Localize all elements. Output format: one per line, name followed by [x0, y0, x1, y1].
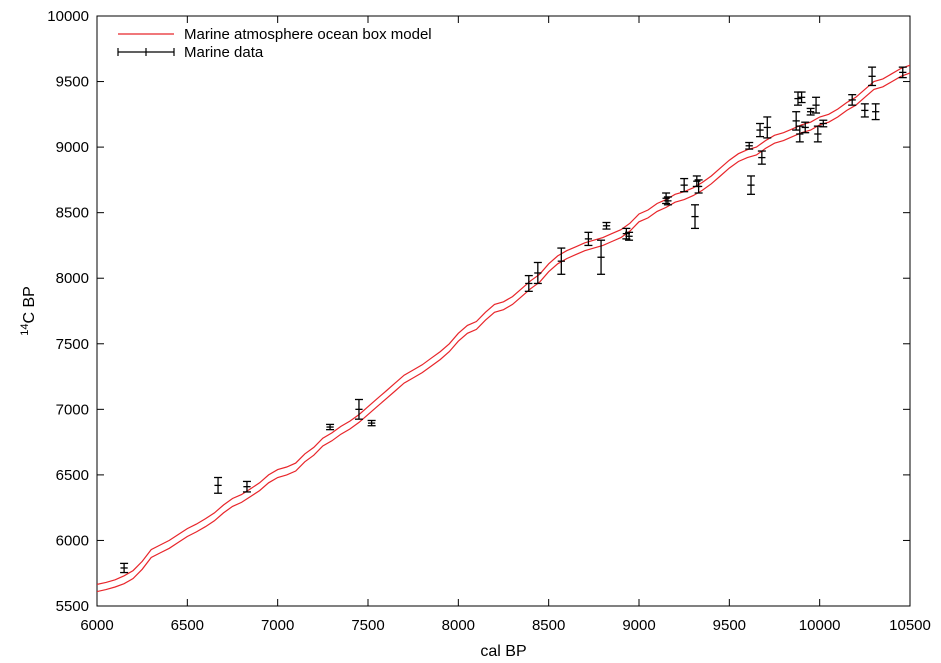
legend: Marine atmosphere ocean box model Marine… — [117, 26, 432, 61]
data-point — [756, 122, 765, 138]
data-point — [898, 66, 907, 79]
data-point — [860, 103, 869, 118]
data-point — [214, 476, 223, 494]
x-tick-label: 6500 — [171, 617, 204, 634]
data-point — [680, 177, 689, 193]
data-point — [533, 261, 542, 285]
y-axis-title-superscript: 14 — [19, 324, 31, 336]
data-point — [871, 103, 880, 121]
x-tick-label: 10500 — [889, 617, 931, 634]
data-point — [524, 274, 533, 292]
x-tick-label: 8500 — [532, 617, 565, 634]
x-axis-title: cal BP — [480, 643, 526, 660]
y-tick-label: 5500 — [56, 598, 89, 615]
plot-frame — [96, 15, 911, 607]
data-point — [557, 247, 566, 275]
y-tick-label: 6500 — [56, 467, 89, 484]
model-curve-lower — [97, 72, 910, 593]
data-point — [757, 150, 766, 165]
data-point — [813, 125, 822, 143]
data-point — [801, 121, 810, 134]
y-tick-label: 6000 — [56, 532, 89, 549]
y-tick-label: 9000 — [56, 139, 89, 156]
x-tick-label: 9000 — [622, 617, 655, 634]
data-point — [367, 419, 376, 427]
data-point — [625, 231, 634, 241]
y-tick-label: 10000 — [47, 8, 89, 25]
x-tick-label: 8000 — [442, 617, 475, 634]
data-point — [242, 480, 251, 493]
y-tick-label: 7000 — [56, 401, 89, 418]
x-tick-label: 7000 — [261, 617, 294, 634]
model-band — [97, 64, 910, 593]
x-tick-label: 9500 — [713, 617, 746, 634]
data-point — [745, 141, 754, 150]
svg-text:14C BP: 14C BP — [19, 286, 38, 336]
data-point — [354, 398, 363, 420]
data-point — [795, 125, 804, 143]
data-point — [694, 179, 703, 194]
data-point — [763, 116, 772, 139]
y-axis-title: 14C BP — [19, 286, 38, 336]
data-point — [819, 119, 828, 128]
data-point — [326, 423, 335, 431]
data-point — [691, 204, 700, 230]
legend-model-label: Marine atmosphere ocean box model — [184, 26, 432, 43]
data-point — [812, 96, 821, 114]
data-point — [868, 66, 877, 87]
data-point — [602, 221, 611, 230]
x-tick-label: 6000 — [80, 617, 113, 634]
y-tick-label: 7500 — [56, 336, 89, 353]
y-axis-title-main: C BP — [21, 286, 38, 323]
y-tick-label: 9500 — [56, 74, 89, 91]
data-point — [792, 111, 801, 131]
x-tick-label: 7500 — [351, 617, 384, 634]
data-point — [597, 239, 606, 275]
x-axis: 6000 6500 7000 7500 8000 8500 9000 9500 10000 105… — [80, 16, 931, 634]
y-tick-label: 8500 — [56, 205, 89, 222]
y-tick-label: 8000 — [56, 270, 89, 287]
data-point — [120, 562, 129, 574]
data-point — [584, 231, 593, 247]
x-tick-label: 10000 — [799, 617, 841, 634]
data-point — [797, 91, 806, 104]
model-curve-upper — [97, 64, 910, 585]
data-point — [747, 175, 756, 195]
y-axis: 5500 6000 6500 7000 7500 8000 8500 9000 9500 1000… — [47, 8, 910, 615]
data-point — [663, 196, 672, 206]
data-point — [806, 107, 815, 116]
data-point — [848, 94, 857, 106]
legend-data-label: Marine data — [184, 44, 264, 61]
marine-data-points — [120, 66, 907, 574]
